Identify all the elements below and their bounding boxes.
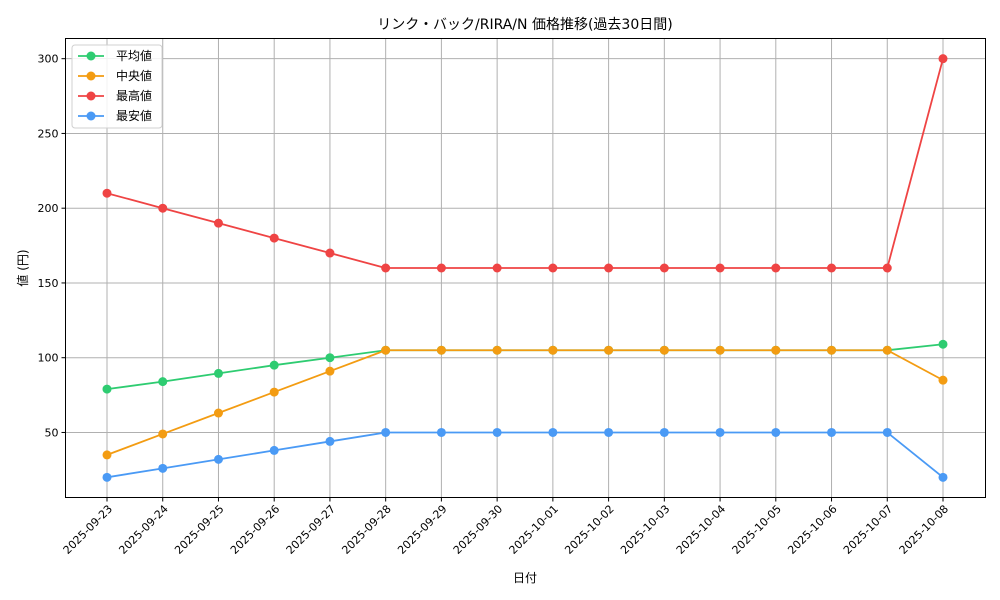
data-point: [213, 454, 223, 464]
x-tick-label: 2025-10-07: [841, 502, 895, 556]
data-point: [381, 345, 391, 355]
x-tick-label: 2025-09-27: [284, 502, 338, 556]
x-tick-label: 2025-09-23: [61, 502, 115, 556]
y-tick-label: 200: [38, 202, 59, 215]
x-tick-label: 2025-10-06: [785, 502, 839, 556]
x-tick-label: 2025-09-25: [172, 502, 226, 556]
y-axis-label: 値 (円): [15, 249, 30, 286]
data-point: [213, 218, 223, 228]
data-point: [548, 263, 558, 273]
data-point: [381, 427, 391, 437]
x-tick-label: 2025-09-24: [116, 502, 170, 556]
series-line: [102, 339, 948, 394]
data-point: [715, 345, 725, 355]
series-line: [102, 427, 948, 482]
data-point: [436, 427, 446, 437]
x-tick-label: 2025-10-04: [674, 502, 728, 556]
data-point: [882, 345, 892, 355]
data-point: [659, 263, 669, 273]
data-point: [548, 345, 558, 355]
legend-item: 最安値: [78, 108, 152, 123]
y-tick-label: 150: [38, 277, 59, 290]
data-point: [492, 345, 502, 355]
data-point: [436, 263, 446, 273]
data-point: [715, 263, 725, 273]
series-line: [102, 345, 948, 460]
plot-frame: [65, 38, 986, 498]
data-point: [771, 345, 781, 355]
legend-label: 最高値: [116, 88, 152, 103]
data-point: [102, 188, 112, 198]
legend-item: 平均値: [78, 48, 152, 63]
data-point: [604, 263, 614, 273]
x-tick-label: 2025-09-26: [228, 502, 282, 556]
y-tick-label: 300: [38, 53, 59, 66]
data-point: [158, 429, 168, 439]
data-point: [715, 427, 725, 437]
data-point: [882, 263, 892, 273]
data-point: [938, 375, 948, 385]
y-tick-label: 250: [38, 127, 59, 140]
chart-title: リンク・バック/RIRA/N 価格推移(過去30日間): [377, 17, 672, 33]
data-point: [436, 345, 446, 355]
x-tick-label: 2025-10-02: [562, 502, 616, 556]
data-point: [659, 427, 669, 437]
x-axis-label: 日付: [513, 571, 537, 585]
data-point: [269, 360, 279, 370]
data-point: [213, 368, 223, 378]
data-point: [158, 203, 168, 213]
x-axis-ticks: 2025-09-23 2025-09-24 2025-09-25 2025-09-26…: [61, 497, 951, 557]
x-tick-label: 2025-09-29: [395, 502, 449, 556]
x-tick-label: 2025-09-28: [339, 502, 393, 556]
data-point: [492, 427, 502, 437]
data-point: [827, 263, 837, 273]
data-point: [269, 233, 279, 243]
y-tick-label: 50: [45, 426, 59, 439]
data-point: [938, 472, 948, 482]
data-point: [102, 472, 112, 482]
y-axis-ticks: 50 100 150 200 250 300: [38, 53, 66, 439]
data-point: [938, 339, 948, 349]
x-tick-label: 2025-10-05: [730, 502, 784, 556]
data-point: [158, 377, 168, 387]
data-point: [827, 345, 837, 355]
data-point: [659, 345, 669, 355]
data-point: [325, 366, 335, 376]
data-point: [827, 427, 837, 437]
data-point: [269, 445, 279, 455]
data-point: [771, 263, 781, 273]
data-point: [882, 427, 892, 437]
data-point: [771, 427, 781, 437]
data-point: [213, 408, 223, 418]
y-tick-label: 100: [38, 352, 59, 365]
x-tick-label: 2025-10-01: [507, 502, 561, 556]
data-point: [604, 427, 614, 437]
data-point: [158, 463, 168, 473]
legend-label: 中央値: [116, 68, 152, 83]
legend-item: 中央値: [78, 68, 152, 83]
data-point: [325, 436, 335, 446]
data-point: [492, 263, 502, 273]
legend-label: 最安値: [116, 108, 152, 123]
x-tick-label: 2025-10-08: [897, 502, 951, 556]
data-point: [548, 427, 558, 437]
series-line: [102, 54, 948, 273]
data-point: [325, 248, 335, 258]
x-tick-label: 2025-10-03: [618, 502, 672, 556]
data-point: [938, 54, 948, 64]
data-point: [102, 384, 112, 394]
series-group: [102, 54, 948, 482]
data-point: [102, 450, 112, 460]
data-point: [604, 345, 614, 355]
data-point: [325, 353, 335, 363]
x-tick-label: 2025-09-30: [451, 502, 505, 556]
legend-item: 最高値: [78, 88, 152, 103]
data-point: [381, 263, 391, 273]
data-point: [269, 387, 279, 397]
legend-label: 平均値: [116, 48, 152, 63]
